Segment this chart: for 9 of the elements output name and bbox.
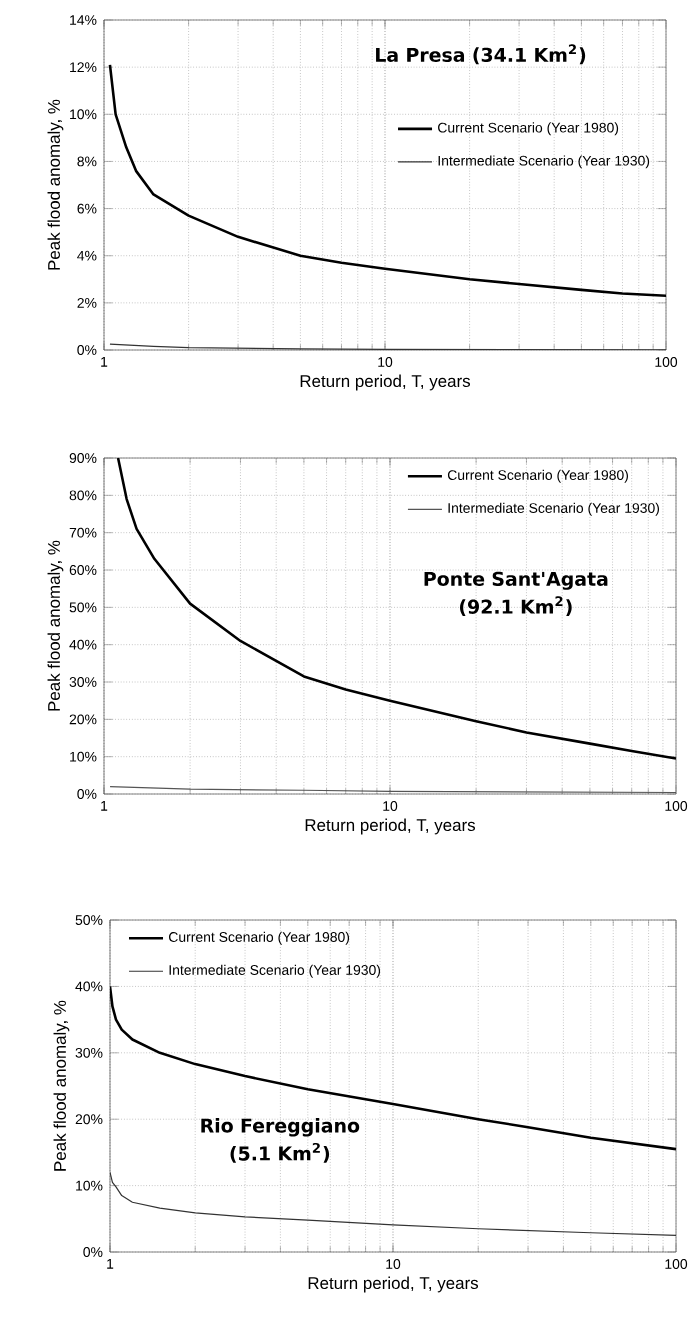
y-axis-title: Peak flood anomaly, % (53, 1000, 70, 1171)
x-axis-title: Return period, T, years (308, 1276, 479, 1293)
y-axis-title: Peak flood anomaly, % (47, 540, 64, 711)
text: La Presa (34.1 Km$^{2}$) (376, 44, 586, 65)
text: Ponte Sant'Agata (92.1 Km$^{2}$) (424, 571, 608, 617)
text: Rio Fereggiano (5.1 Km$^{2}$) (201, 1118, 360, 1163)
x-axis-title: Return period, T, years (305, 818, 476, 835)
x-axis-title: Return period, T, years (300, 374, 471, 391)
y-axis-title: Peak flood anomaly, % (47, 99, 64, 270)
